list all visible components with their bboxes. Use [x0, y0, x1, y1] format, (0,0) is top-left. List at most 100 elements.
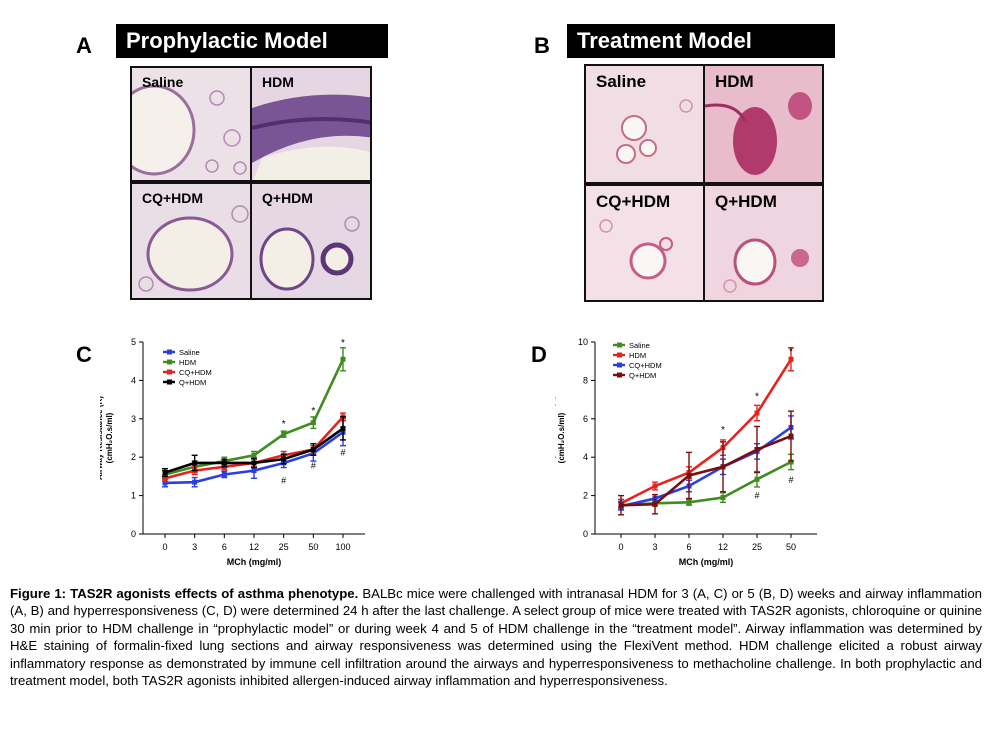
legend-marker	[617, 352, 622, 358]
micrograph-a-hdm: HDM	[250, 66, 372, 182]
significance-hash: #	[340, 447, 345, 457]
legend-marker	[167, 379, 172, 385]
micrograph-label: Saline	[142, 74, 184, 90]
data-point	[754, 447, 760, 453]
x-axis-label: MCh (mg/ml)	[679, 557, 734, 567]
micrograph-b-hdm-image	[705, 66, 822, 182]
legend-label: Saline	[179, 348, 200, 357]
x-tick-label: 0	[618, 542, 623, 552]
x-tick-label: 3	[192, 542, 197, 552]
legend-label: CQ+HDM	[629, 361, 662, 370]
legend-marker	[167, 359, 172, 365]
data-point	[162, 480, 168, 486]
micrograph-a-q-hdm-image	[252, 184, 370, 298]
x-tick-label: 50	[786, 542, 796, 552]
data-point	[788, 459, 794, 465]
micrograph-label: Q+HDM	[262, 190, 313, 206]
micrograph-label: Saline	[596, 72, 647, 91]
legend-marker	[617, 372, 622, 378]
panel-a-title: Prophylactic Model	[116, 24, 388, 58]
caption-body: BALBc mice were challenged with intranas…	[10, 586, 982, 689]
x-tick-label: 12	[249, 542, 259, 552]
data-point	[251, 452, 257, 458]
chart-d: 0 2 4 6 8 10 0 3 6 12 25 50 MCh (mg/ml) Airway Resist…	[555, 337, 817, 567]
x-tick-label: 3	[652, 542, 657, 552]
y-tick-label: 4	[583, 452, 588, 462]
data-point	[310, 420, 316, 426]
series-line	[620, 358, 793, 505]
data-point	[192, 479, 198, 485]
series-line	[620, 460, 792, 507]
data-point	[652, 501, 658, 507]
panel-letter-c: C	[76, 342, 92, 367]
data-point	[686, 472, 692, 478]
panel-letter-d: D	[531, 342, 547, 367]
data-point	[310, 447, 316, 453]
y-tick-label: 0	[583, 529, 588, 539]
significance-star: *	[755, 392, 759, 403]
y-tick-label: 3	[131, 414, 136, 424]
data-point	[686, 499, 692, 505]
x-tick-label: 25	[752, 542, 762, 552]
legend-label: CQ+HDM	[179, 368, 212, 377]
y-tick-label: 2	[583, 491, 588, 501]
x-tick-label: 100	[335, 542, 350, 552]
micrograph-b-cq-hdm: CQ+HDM	[584, 184, 705, 302]
y-tick-label: 1	[131, 491, 136, 501]
x-tick-label: 0	[162, 542, 167, 552]
y-tick-label: 5	[131, 337, 136, 347]
legend-label: HDM	[629, 351, 646, 360]
data-point	[652, 483, 658, 489]
y-axis-label: Airway Resistance (R)	[555, 396, 556, 480]
legend-marker	[167, 349, 172, 355]
micrograph-a-hdm-image	[252, 68, 370, 180]
x-tick-label: 25	[279, 542, 289, 552]
y-tick-label: 0	[131, 529, 136, 539]
significance-star: *	[341, 338, 345, 349]
significance-hash: #	[788, 475, 793, 485]
micrograph-b-q-hdm: Q+HDM	[703, 184, 824, 302]
micrograph-b-saline-image	[586, 66, 703, 182]
data-point	[788, 433, 794, 439]
y-axis-unit: (cmH₂O.s/ml)	[105, 412, 114, 463]
legend-label: Q+HDM	[179, 378, 206, 387]
micrograph-a-saline: Saline	[130, 66, 252, 182]
legend-marker	[167, 369, 172, 375]
data-point	[162, 475, 168, 481]
legend-label: HDM	[179, 358, 196, 367]
x-tick-label: 6	[686, 542, 691, 552]
series-line	[620, 434, 792, 507]
micrograph-a-q-hdm: Q+HDM	[250, 182, 372, 300]
significance-star: *	[721, 425, 725, 436]
micrograph-label: CQ+HDM	[596, 192, 671, 211]
micrograph-a-cq-hdm-image	[132, 184, 250, 298]
x-axis-label: MCh (mg/ml)	[227, 557, 282, 567]
figure-caption: Figure 1: TAS2R agonists effects of asth…	[10, 585, 982, 689]
data-point	[340, 425, 346, 431]
data-point	[754, 410, 760, 416]
data-point	[618, 502, 624, 508]
x-tick-label: 12	[718, 542, 728, 552]
micrograph-label: Q+HDM	[715, 192, 777, 211]
data-point	[281, 456, 287, 462]
micrograph-a-saline-image	[132, 68, 250, 180]
data-point	[162, 470, 168, 476]
panel-letter-a: A	[76, 33, 92, 58]
data-point	[251, 460, 257, 466]
data-point	[720, 464, 726, 470]
y-tick-label: 4	[131, 375, 136, 385]
y-tick-label: 6	[583, 414, 588, 424]
significance-star: *	[311, 406, 315, 417]
caption-title: Figure 1: TAS2R agonists effects of asth…	[10, 586, 359, 601]
micrograph-b-q-hdm-image	[705, 186, 822, 300]
micrograph-b-hdm: HDM	[703, 64, 824, 184]
significance-star: *	[789, 346, 793, 357]
y-tick-label: 2	[131, 452, 136, 462]
legend-marker	[617, 362, 622, 368]
data-point	[754, 476, 760, 482]
data-point	[221, 460, 227, 466]
x-tick-label: 50	[308, 542, 318, 552]
series-line	[620, 426, 792, 508]
data-point	[788, 356, 794, 362]
